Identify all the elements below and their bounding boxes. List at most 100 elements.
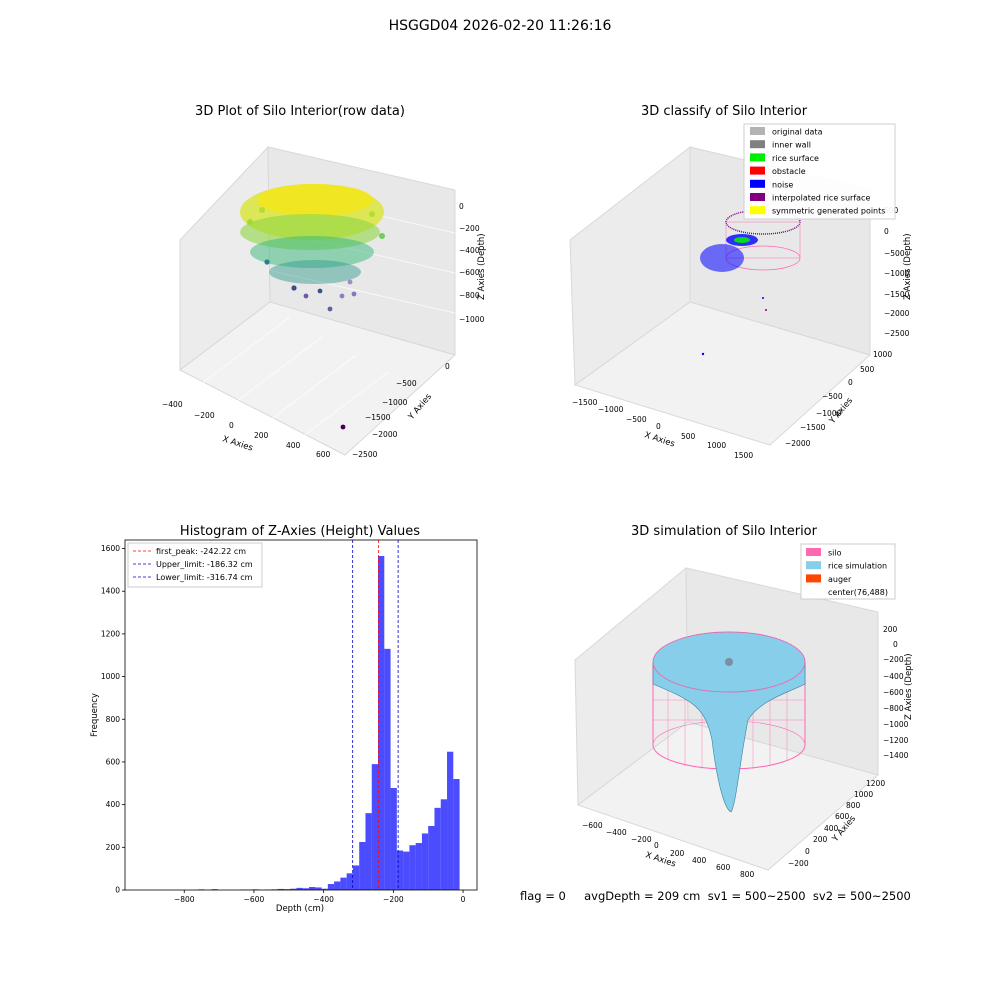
legend-label: symmetric generated points <box>772 207 885 216</box>
histogram-chart: −800 −600 −400 −200 0 0 200 400 600 800 1000 1200 14… <box>90 539 478 914</box>
svg-text:0: 0 <box>884 227 889 236</box>
histogram-ytick-label: 1600 <box>101 544 120 553</box>
svg-text:0: 0 <box>893 640 898 649</box>
svg-text:−1000: −1000 <box>598 405 624 414</box>
legend-label: inner wall <box>772 141 811 150</box>
legend-swatch <box>806 548 821 556</box>
figure-title: HSGGD04 2026-02-20 11:26:16 <box>388 18 612 34</box>
legend-swatch <box>750 179 765 188</box>
plot1-title: 3D Plot of Silo Interior(row data) <box>195 104 405 119</box>
histogram-legend-box <box>127 542 263 588</box>
histogram-bars <box>198 556 460 890</box>
svg-text:−2000: −2000 <box>884 309 910 318</box>
plot1-pane-floor <box>179 301 457 456</box>
legend-swatch <box>750 127 765 135</box>
legend-label: noise <box>772 180 793 189</box>
svg-text:−800: −800 <box>883 704 904 713</box>
histogram-bar <box>428 825 435 890</box>
histogram-bar <box>346 873 353 890</box>
plot2-legend: original data inner wall rice surface obsta… <box>743 123 896 220</box>
histogram-bar <box>309 887 316 890</box>
svg-text:800: 800 <box>740 870 755 879</box>
histogram-bar <box>211 889 218 890</box>
histogram-bar <box>365 813 372 890</box>
svg-text:0: 0 <box>459 202 464 211</box>
svg-text:−200: −200 <box>631 835 652 844</box>
plot2-title: 3D classify of Silo Interior <box>640 104 808 119</box>
legend-swatch <box>750 193 765 201</box>
histogram-bar <box>403 851 410 890</box>
legend-swatch <box>806 561 821 570</box>
plot1-points <box>240 184 385 430</box>
legend-swatch <box>750 140 765 149</box>
svg-text:200: 200 <box>254 431 269 440</box>
svg-text:−500: −500 <box>884 249 905 258</box>
histogram-bar <box>334 881 341 890</box>
svg-text:400: 400 <box>286 441 301 450</box>
svg-text:−2500: −2500 <box>884 329 910 338</box>
svg-text:1500: 1500 <box>734 451 753 460</box>
legend-swatch <box>750 166 765 175</box>
svg-text:−200: −200 <box>194 411 215 420</box>
histogram-axes: −800 −600 −400 −200 0 0 200 400 600 800 1000 1200 14… <box>101 544 466 904</box>
histogram-xlabel: Depth (cm) <box>276 904 324 914</box>
svg-text:−1000: −1000 <box>884 269 910 278</box>
svg-text:400: 400 <box>824 824 839 833</box>
histogram-vlines <box>352 540 399 890</box>
svg-text:600: 600 <box>316 450 331 459</box>
histogram-bar <box>327 884 335 890</box>
histogram-xtick-label: −200 <box>383 895 404 904</box>
histogram-bar <box>371 764 379 890</box>
svg-text:−500: −500 <box>822 392 843 401</box>
svg-text:400: 400 <box>692 856 707 865</box>
histogram-legend-label: first_peak: -242.22 cm <box>156 547 246 556</box>
histogram-xtick-label: 0 <box>461 895 466 904</box>
svg-text:−200: −200 <box>459 224 480 233</box>
histogram-xtick-label: −800 <box>174 895 195 904</box>
plot2-legend-box <box>743 123 896 220</box>
legend-label: rice surface <box>772 154 819 163</box>
svg-text:−400: −400 <box>459 246 480 255</box>
svg-text:−2500: −2500 <box>352 450 378 459</box>
legend-swatch <box>806 574 821 583</box>
histogram-frame <box>124 539 478 891</box>
plot1-3d-scatter: 0 −200 −400 −600 −800 −1000 −400 −200 0 … <box>162 145 487 459</box>
histogram-bar <box>290 888 297 890</box>
legend-swatch <box>750 153 765 162</box>
svg-text:−600: −600 <box>459 268 480 277</box>
svg-text:0: 0 <box>445 362 450 371</box>
plot4-zlabel: Z Axies (Depth) <box>904 653 914 720</box>
histogram-bar <box>447 751 454 890</box>
histogram-bar <box>283 889 291 890</box>
histogram-bar <box>302 888 310 890</box>
plot2-3d-scatter: 500 0 −500 −1000 −1500 −2000 −2500 −1500… <box>569 123 913 460</box>
plot1-zlabel: Z Axies (Depth) <box>477 233 487 300</box>
histogram-ytick-label: 1400 <box>101 587 120 596</box>
svg-text:−200: −200 <box>883 655 904 664</box>
legend-label: interpolated rice surface <box>772 194 870 203</box>
legend-label: center(76,488) <box>828 588 888 597</box>
histogram-bar <box>315 887 322 890</box>
histogram-bar <box>384 648 391 890</box>
svg-text:600: 600 <box>835 812 850 821</box>
svg-text:200: 200 <box>883 625 898 634</box>
histogram-ytick-label: 600 <box>106 757 121 766</box>
svg-text:0: 0 <box>229 421 234 430</box>
svg-text:1000: 1000 <box>854 790 873 799</box>
legend-label: auger <box>828 575 852 584</box>
svg-text:−1500: −1500 <box>800 423 826 432</box>
histogram-ytick-label: 800 <box>106 715 121 724</box>
histogram-bar <box>440 799 448 890</box>
svg-text:500: 500 <box>860 365 875 374</box>
histogram-bar <box>434 807 441 890</box>
svg-text:−1000: −1000 <box>816 409 842 418</box>
svg-text:−1200: −1200 <box>883 736 909 745</box>
histogram-ytick-label: 200 <box>106 843 121 852</box>
status-footer: flag = 0 avgDepth = 209 cm sv1 = 500~250… <box>520 889 911 903</box>
legend-label: obstacle <box>772 167 806 176</box>
svg-text:600: 600 <box>716 863 731 872</box>
plot4-title: 3D simulation of Silo Interior <box>631 524 817 539</box>
svg-text:−400: −400 <box>162 400 183 409</box>
legend-label: silo <box>828 549 842 558</box>
